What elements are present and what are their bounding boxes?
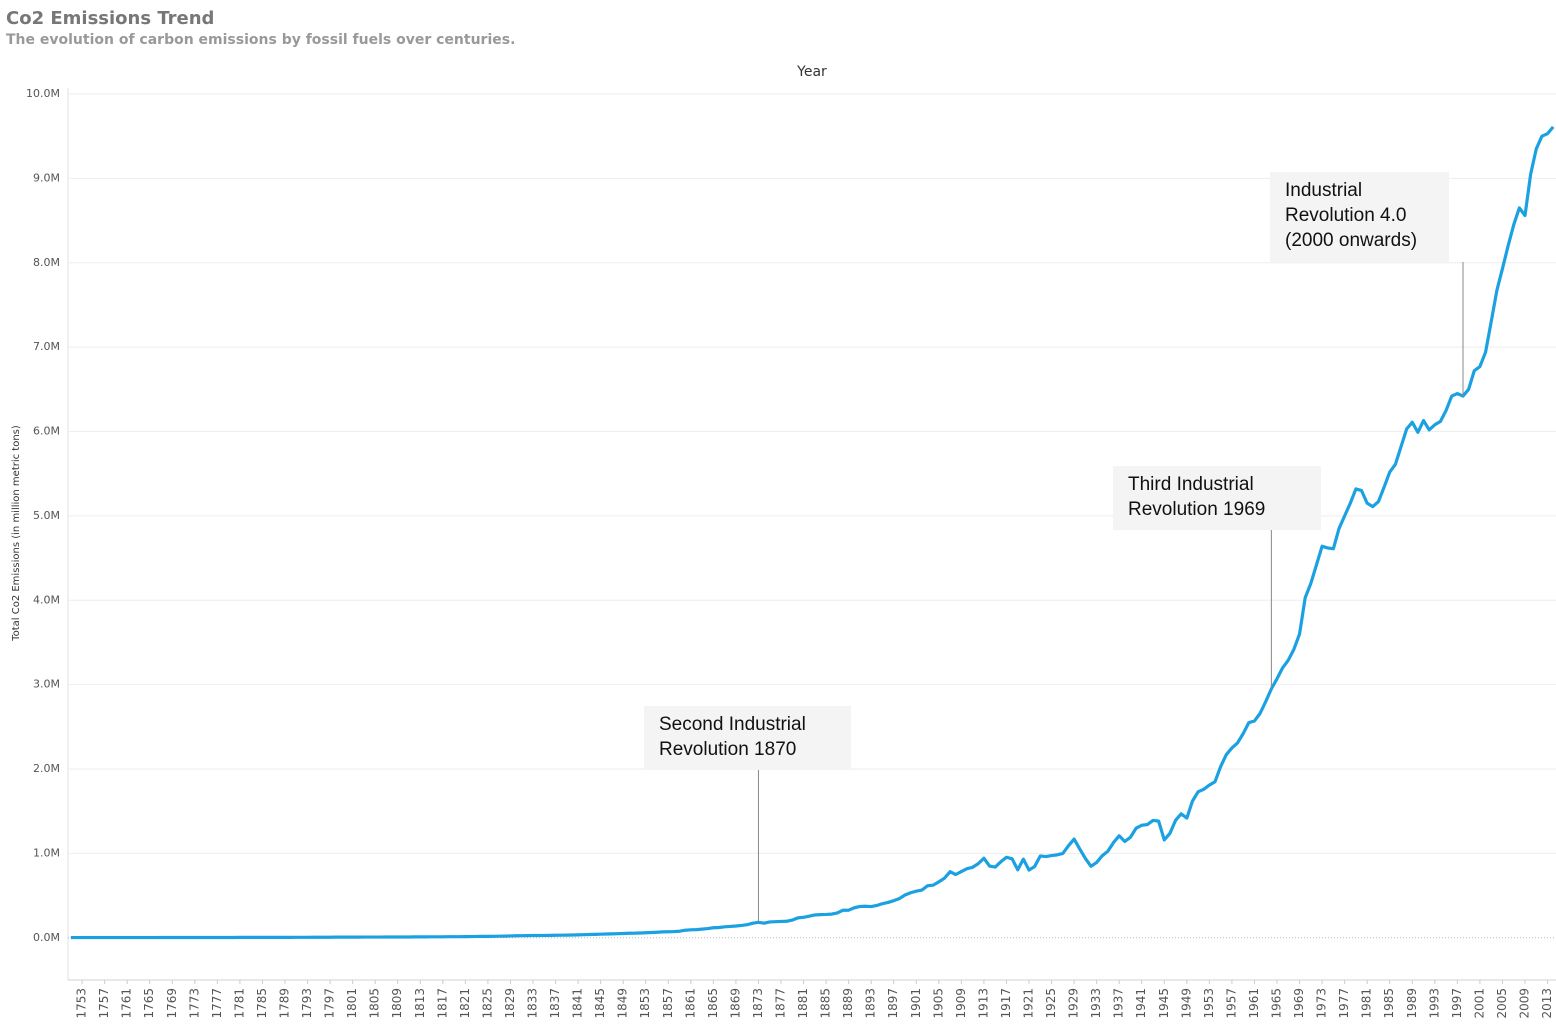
x-tick-label: 1993 [1427,988,1441,1019]
x-tick-label: 1893 [864,988,878,1019]
x-tick-label: 1985 [1382,988,1396,1019]
x-tick-label: 1909 [954,988,968,1019]
x-tick-label: 1957 [1224,988,1238,1019]
y-tick-label: 5.0M [33,509,60,522]
x-tick-label: 1773 [187,988,201,1019]
x-tick-label: 1977 [1337,988,1351,1019]
x-tick-label: 1781 [232,988,246,1019]
x-tick-label: 1817 [435,988,449,1019]
y-tick-label: 4.0M [33,593,60,606]
x-tick-label: 1801 [345,988,359,1019]
x-tick-label: 1937 [1112,988,1126,1019]
x-tick-label: 1757 [97,988,111,1019]
x-tick-label: 1873 [751,988,765,1019]
x-tick-label: 1997 [1450,988,1464,1019]
annotation-text: (2000 onwards) [1285,230,1417,251]
x-tick-label: 1925 [1044,988,1058,1019]
x-tick-label: 1973 [1315,988,1329,1019]
y-tick-label: 0.0M [33,931,60,944]
x-tick-label: 1821 [458,988,472,1019]
x-tick-label: 1921 [1022,988,1036,1019]
x-tick-label: 1813 [413,988,427,1019]
y-tick-label: 6.0M [33,425,60,438]
x-tick-label: 1869 [728,988,742,1019]
y-tick-label: 2.0M [33,762,60,775]
x-tick-label: 1805 [368,988,382,1019]
y-tick-label: 8.0M [33,256,60,269]
x-tick-label: 1945 [1157,988,1171,1019]
annotation-text: Revolution 1870 [659,739,796,760]
x-tick-label: 1797 [323,988,337,1019]
x-axis-title: Year [796,64,827,80]
x-tick-label: 1793 [300,988,314,1019]
x-tick-label: 1969 [1292,988,1306,1019]
x-tick-label: 1905 [931,988,945,1019]
x-tick-label: 1769 [165,988,179,1019]
x-tick-label: 1761 [120,988,134,1019]
x-tick-label: 1941 [1134,988,1148,1019]
x-tick-label: 1913 [976,988,990,1019]
x-tick-label: 2013 [1540,988,1554,1019]
x-tick-label: 1861 [683,988,697,1019]
x-tick-label: 1841 [571,988,585,1019]
x-tick-label: 1857 [661,988,675,1019]
x-tick-label: 1785 [255,988,269,1019]
y-axis-title: Total Co2 Emissions (in million metric t… [11,425,22,642]
x-tick-label: 1845 [593,988,607,1019]
x-tick-label: 1777 [210,988,224,1019]
x-tick-label: 1989 [1405,988,1419,1019]
chart-title: Co2 Emissions Trend [6,8,214,29]
y-tick-label: 10.0M [26,87,60,100]
y-tick-label: 3.0M [33,678,60,691]
annotation-text: Revolution 1969 [1128,499,1265,520]
x-tick-label: 1837 [548,988,562,1019]
x-tick-label: 1965 [1270,988,1284,1019]
x-tick-label: 1833 [526,988,540,1019]
y-tick-label: 1.0M [33,846,60,859]
x-tick-label: 1961 [1247,988,1261,1019]
x-tick-label: 1981 [1360,988,1374,1019]
x-tick-label: 1885 [819,988,833,1019]
annotation-text: Third Industrial [1128,474,1254,495]
x-tick-label: 1849 [616,988,630,1019]
x-tick-label: 1897 [886,988,900,1019]
x-tick-label: 1933 [1089,988,1103,1019]
chart-subtitle: The evolution of carbon emissions by fos… [6,32,515,48]
x-tick-label: 2001 [1472,988,1486,1019]
y-tick-label: 7.0M [33,340,60,353]
annotation-box [1113,466,1321,530]
line-series [70,125,1555,940]
x-tick-label: 1809 [390,988,404,1019]
y-tick-label: 9.0M [33,171,60,184]
x-tick-label: 1949 [1179,988,1193,1019]
x-tick-label: 2009 [1518,988,1532,1019]
x-tick-label: 1789 [278,988,292,1019]
annotation-box [644,706,851,770]
x-tick-label: 1953 [1202,988,1216,1019]
annotation-box [1270,172,1449,262]
x-tick-label: 1881 [796,988,810,1019]
x-tick-label: 1853 [638,988,652,1019]
x-tick-label: 1877 [774,988,788,1019]
x-tick-label: 1929 [1067,988,1081,1019]
x-tick-label: 1917 [999,988,1013,1019]
annotation-text: Second Industrial [659,714,806,735]
x-tick-label: 1825 [480,988,494,1019]
x-tick-label: 1889 [841,988,855,1019]
annotation-text: Industrial [1285,180,1362,201]
x-tick-label: 1753 [75,988,89,1019]
annotation-text: Revolution 4.0 [1285,205,1406,226]
x-tick-label: 1765 [142,988,156,1019]
x-tick-label: 1865 [706,988,720,1019]
x-tick-label: 1829 [503,988,517,1019]
x-tick-label: 2005 [1495,988,1509,1019]
x-tick-label: 1901 [909,988,923,1019]
